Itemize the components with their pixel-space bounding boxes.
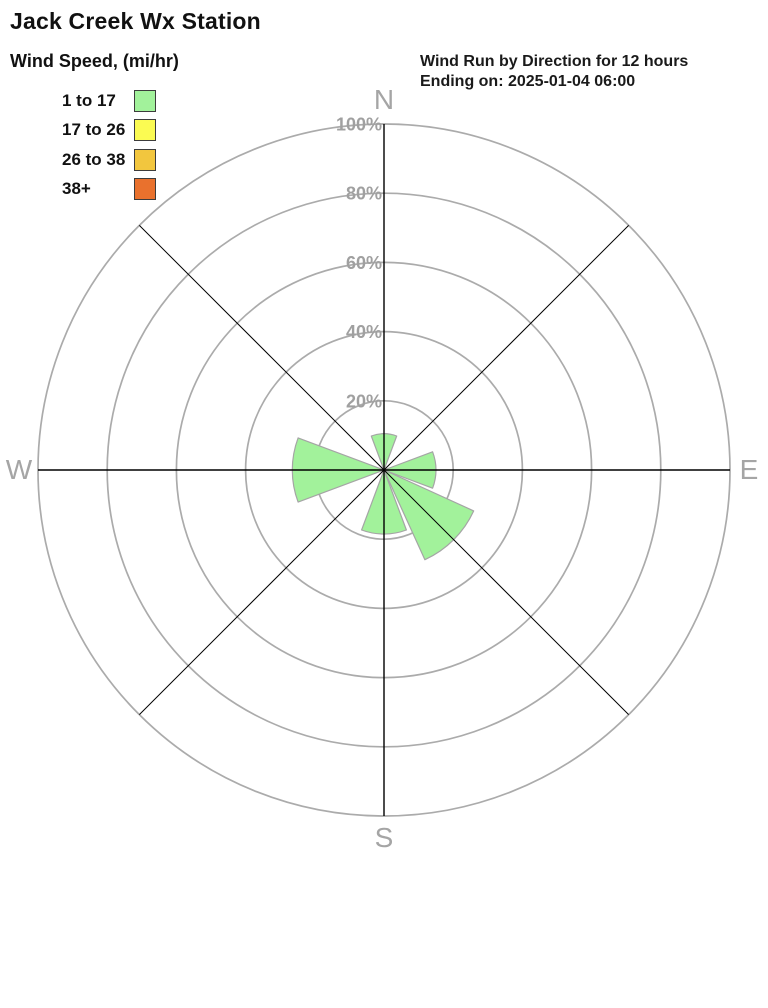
chart-header: Wind Run by Direction for 12 hours Endin… <box>420 52 688 91</box>
ring-label-60: 60% <box>346 253 382 273</box>
legend-swatch <box>134 119 156 141</box>
wind-speed-legend: Wind Speed, (mi/hr) 1 to 17 17 to 26 26 to… <box>10 52 179 208</box>
legend-item-label: 38+ <box>62 179 91 198</box>
compass-label-E: E <box>740 454 759 485</box>
legend-item: 1 to 17 <box>62 89 179 112</box>
ring-label-40: 40% <box>346 322 382 342</box>
compass-label-W: W <box>6 454 33 485</box>
legend-item: 38+ <box>62 178 179 200</box>
chart-subtitle-line1: Wind Run by Direction for 12 hours <box>420 53 689 70</box>
ring-label-100: 100% <box>336 115 382 135</box>
legend-item-label: 26 to 38 <box>62 149 126 169</box>
legend-item: 26 to 38 <box>62 148 179 171</box>
ring-label-80: 80% <box>346 184 382 204</box>
legend-item-label: 1 to 17 <box>62 90 116 110</box>
legend-swatch <box>134 89 156 112</box>
legend-swatch <box>134 148 156 171</box>
legend-item-label: 17 to 26 <box>62 120 126 139</box>
legend-item: 17 to 26 <box>62 119 179 141</box>
page-title: Jack Creek Wx Station <box>10 8 261 34</box>
legend-title: Wind Speed, (mi/hr) <box>10 51 179 71</box>
ring-label-20: 20% <box>346 391 382 411</box>
legend-items: 1 to 17 17 to 26 26 to 38 38+ <box>62 89 179 200</box>
chart-subtitle-line2: Ending on: 2025-01-04 06:00 <box>420 72 636 90</box>
compass-label-S: S <box>375 822 394 853</box>
legend-swatch <box>134 178 156 200</box>
compass-label-N: N <box>374 84 394 115</box>
